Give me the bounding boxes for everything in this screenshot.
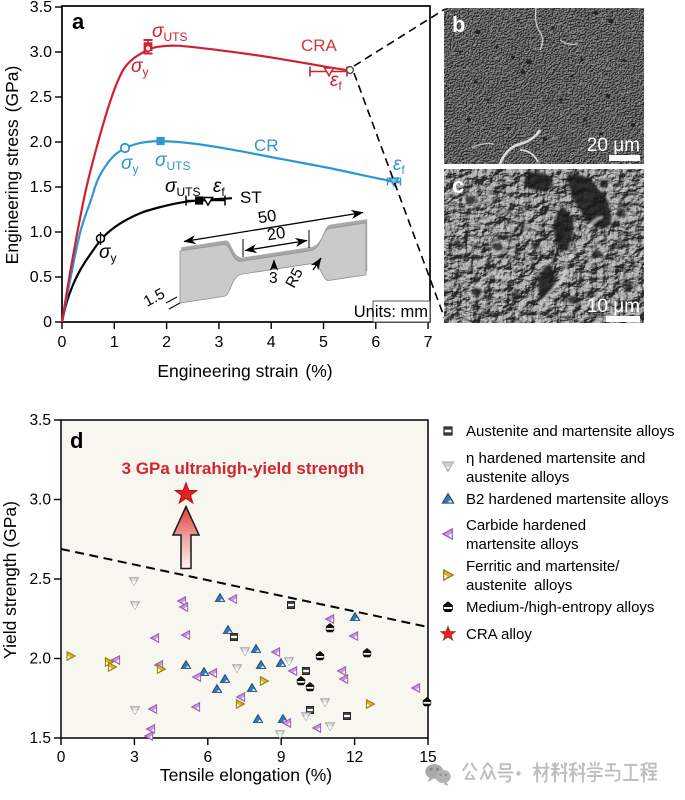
svg-text:σUTS: σUTS <box>165 176 200 199</box>
svg-text:Units: mm: Units: mm <box>354 303 428 321</box>
svg-text:3 GPa ultrahigh-yield strength: 3 GPa ultrahigh-yield strength <box>122 459 365 478</box>
svg-text:Austenite and martensite alloy: Austenite and martensite alloys <box>466 423 674 440</box>
svg-text:CRA: CRA <box>301 36 338 55</box>
svg-text:50: 50 <box>257 207 278 228</box>
svg-text:Yield strength (GPa): Yield strength (GPa) <box>0 501 20 659</box>
svg-text:3: 3 <box>130 749 139 766</box>
svg-text:austenite alloys: austenite alloys <box>466 577 572 594</box>
svg-text:3.5: 3.5 <box>30 0 52 16</box>
svg-text:20: 20 <box>266 224 287 245</box>
svg-text:3: 3 <box>269 270 278 287</box>
svg-text:7: 7 <box>424 334 433 351</box>
svg-text:R5: R5 <box>283 265 307 290</box>
svg-text:Medium-/high-entropy alloys: Medium-/high-entropy alloys <box>466 599 654 616</box>
svg-text:Ferritic and martensite/: Ferritic and martensite/ <box>466 558 620 575</box>
svg-text:εf: εf <box>393 154 405 177</box>
svg-text:6: 6 <box>203 749 212 766</box>
svg-text:2.5: 2.5 <box>29 571 51 588</box>
svg-text:ST: ST <box>240 188 262 207</box>
svg-text:5: 5 <box>319 334 328 351</box>
svg-text:15: 15 <box>419 749 436 766</box>
svg-text:3: 3 <box>214 334 223 351</box>
svg-text:austenite alloys: austenite alloys <box>466 469 569 486</box>
svg-text:η hardened martensite and: η hardened martensite and <box>466 450 645 467</box>
svg-text:1.5: 1.5 <box>141 285 168 310</box>
svg-text:σy: σy <box>121 153 138 176</box>
svg-text:2.0: 2.0 <box>30 134 52 151</box>
svg-text:0: 0 <box>58 334 67 351</box>
svg-text:σy: σy <box>131 56 148 79</box>
svg-text:3.0: 3.0 <box>30 44 52 61</box>
svg-text:B2 hardened martensite alloys: B2 hardened martensite alloys <box>466 491 669 508</box>
svg-text:martensite alloys: martensite alloys <box>466 536 579 553</box>
svg-text:Tensile elongation (%): Tensile elongation (%) <box>160 765 332 785</box>
svg-text:εf: εf <box>213 176 225 199</box>
svg-text:0: 0 <box>57 749 66 766</box>
svg-text:CRA alloy: CRA alloy <box>466 626 532 643</box>
svg-text:CR: CR <box>254 136 279 155</box>
svg-text:1: 1 <box>110 334 119 351</box>
svg-text:b: b <box>452 12 465 37</box>
svg-text:a: a <box>72 9 85 34</box>
svg-text:3.5: 3.5 <box>29 412 51 429</box>
svg-text:1.0: 1.0 <box>30 224 52 241</box>
svg-text:Engineering strain (%): Engineering strain (%) <box>157 361 332 381</box>
svg-text:0: 0 <box>43 314 52 331</box>
svg-text:Engineering stress (GPa): Engineering stress (GPa) <box>2 66 22 265</box>
svg-text:εf: εf <box>330 70 342 93</box>
svg-text:σUTS: σUTS <box>152 21 187 44</box>
svg-text:σy: σy <box>99 242 116 265</box>
svg-text:σUTS: σUTS <box>155 150 190 173</box>
svg-text:2: 2 <box>162 334 171 351</box>
svg-text:20 μm: 20 μm <box>587 135 640 156</box>
svg-text:c: c <box>452 173 464 198</box>
svg-text:6: 6 <box>371 334 380 351</box>
svg-text:2.0: 2.0 <box>29 651 51 668</box>
svg-text:0.5: 0.5 <box>30 269 52 286</box>
svg-text:10 μm: 10 μm <box>587 296 640 317</box>
svg-text:1.5: 1.5 <box>30 179 52 196</box>
svg-text:1.5: 1.5 <box>29 730 51 747</box>
svg-text:Carbide hardened: Carbide hardened <box>466 517 586 534</box>
svg-text:12: 12 <box>346 749 363 766</box>
svg-text:9: 9 <box>277 749 286 766</box>
svg-text:d: d <box>70 428 83 453</box>
svg-text:4: 4 <box>267 334 276 351</box>
svg-text:2.5: 2.5 <box>30 89 52 106</box>
svg-text:3.0: 3.0 <box>29 492 51 509</box>
